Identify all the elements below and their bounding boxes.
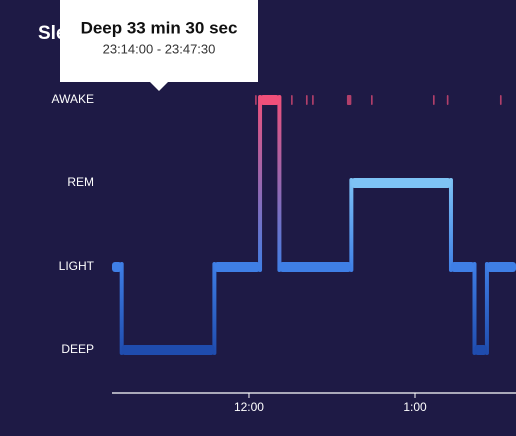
stage-segment [121,345,215,355]
transition [472,262,477,355]
brief-awakening [312,95,314,105]
chart-title: Sle [38,23,67,44]
stage-segment [279,262,352,272]
transition [277,95,282,272]
plot: AWAKE REM LIGHT DEEP [52,92,516,356]
stage-segment [486,262,516,272]
tooltip-range: 23:14:00 - 23:47:30 [103,41,216,56]
brief-awakening [371,95,373,105]
transition [484,262,489,355]
brief-awakening [499,95,502,105]
transition [212,262,217,355]
y-tick-label: AWAKE [52,92,94,106]
y-tick-label: DEEP [61,342,94,356]
x-tick-label: 1:00 [403,400,427,414]
brief-awakening [446,95,449,105]
brief-awakening [291,95,293,105]
tooltip: Deep 33 min 30 sec 23:14:00 - 23:47:30 [60,0,258,91]
transition [448,178,453,272]
stage-segment [450,262,475,272]
stage-segment [474,345,487,355]
brief-awakening [346,95,352,105]
transition [258,95,263,272]
y-tick-label: LIGHT [59,259,95,273]
brief-awakening [305,95,308,105]
y-tick-label: REM [67,175,94,189]
transition [119,262,124,355]
brief-awakening [432,95,435,105]
tooltip-box [60,0,258,91]
stage-segment [214,262,261,272]
brief-awakening [255,95,257,105]
tooltip-title: Deep 33 min 30 sec [81,18,238,37]
stage-segment [260,95,280,105]
x-tick-label: 12:00 [234,400,264,414]
transition [349,178,354,272]
stage-segment [112,262,122,272]
stage-segment [351,178,451,188]
